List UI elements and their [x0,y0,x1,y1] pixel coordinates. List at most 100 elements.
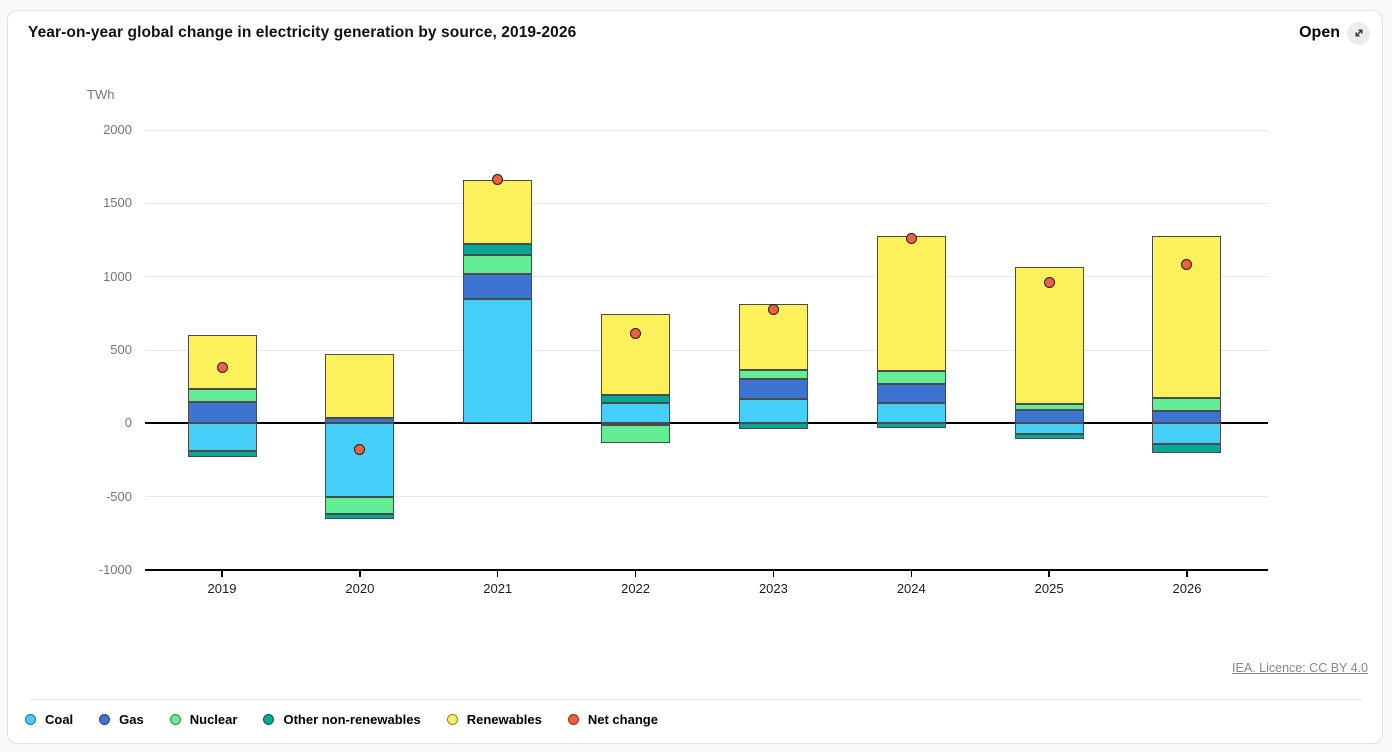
bar-segment-2022-nuclear[interactable] [601,424,671,444]
legend-label-coal: Coal [45,712,74,727]
y-tick-label-2000: 2000 [103,122,132,137]
legend-item-coal[interactable]: Coal [25,712,73,727]
legend-item-gas[interactable]: Gas [99,712,144,727]
net-change-dot-2026[interactable] [1181,258,1193,270]
x-tick-label-2019: 2019 [207,581,237,596]
gridline--500 [145,496,1268,498]
x-tick-mark-2026 [1186,570,1188,577]
y-axis-unit-label: TWh [87,87,115,102]
gridline-1500 [145,202,1268,204]
x-tick-label-2025: 2025 [1034,581,1064,596]
legend-item-net-change[interactable]: Net change [567,712,658,727]
bar-segment-2023-nuclear[interactable] [738,369,808,379]
legend-separator [30,699,1362,700]
bar-segment-2021-other-non-renewables[interactable] [463,244,533,256]
y-tick-label-1500: 1500 [103,195,132,211]
bar-segment-2021-nuclear[interactable] [463,255,533,275]
x-tick-mark-2020 [359,570,361,577]
zero-line [145,422,1268,425]
legend-label-other-non-renewables: Other non-renewables [283,712,421,727]
legend-item-other-non-renewables[interactable]: Other non-renewables [263,712,421,727]
gridline-1000 [145,276,1268,278]
bar-segment-2022-other-non-renewables[interactable] [601,395,671,403]
bar-segment-2026-coal[interactable] [1152,423,1222,444]
legend-label-gas: Gas [119,712,144,727]
bar-segment-2025-other-non-renewables[interactable] [1014,433,1084,440]
bar-segment-2024-nuclear[interactable] [876,371,946,384]
legend-label-net-change: Net change [587,712,658,727]
y-tick-label-1000: 1000 [103,268,132,284]
x-tick-mark-2023 [772,570,775,577]
bar-segment-2019-coal[interactable] [187,423,257,452]
legend-swatch-gas [99,714,111,725]
bar-segment-2020-coal[interactable] [325,423,395,497]
bar-segment-2026-nuclear[interactable] [1152,398,1222,411]
bar-segment-2024-gas[interactable] [876,383,946,403]
legend-swatch-renewables [446,714,458,725]
legend-item-renewables[interactable]: Renewables [446,712,542,727]
open-button[interactable]: Open [1299,20,1370,46]
bar-segment-2019-gas[interactable] [187,402,257,424]
net-change-dot-2019[interactable] [216,362,228,374]
bar-segment-2023-coal[interactable] [738,399,808,424]
bar-segment-2020-renewables[interactable] [325,354,395,419]
legend-swatch-nuclear [169,714,181,725]
y-tick-label-500: 500 [110,342,132,357]
bar-segment-2024-coal[interactable] [876,402,946,424]
net-change-dot-2022[interactable] [630,328,642,340]
bar-segment-2025-coal[interactable] [1014,423,1084,434]
bar-segment-2022-renewables[interactable] [601,314,671,396]
bar-segment-2023-gas[interactable] [738,378,808,400]
gridline-500 [145,349,1268,351]
expand-icon [1347,21,1370,45]
net-change-dot-2023[interactable] [767,304,779,316]
licence-link[interactable]: IEA. Licence: CC BY 4.0 [1232,661,1368,675]
y-tick-label-0: 0 [124,415,132,431]
bar-segment-2019-renewables[interactable] [187,334,257,389]
bar-segment-2022-coal[interactable] [601,402,671,424]
chart-title: Year-on-year global change in electricit… [28,24,577,41]
bar-segment-2025-nuclear[interactable] [1014,404,1084,411]
x-tick-mark-2024 [910,570,913,577]
x-tick-label-2026: 2026 [1172,581,1202,596]
bar-segment-2024-other-non-renewables[interactable] [876,423,946,429]
x-tick-label-2022: 2022 [621,581,651,596]
bar-segment-2026-other-non-renewables[interactable] [1152,443,1222,454]
net-change-dot-2024[interactable] [905,233,917,245]
legend-label-renewables: Renewables [466,712,542,727]
bar-segment-2019-nuclear[interactable] [187,388,257,403]
x-tick-mark-2022 [634,570,637,577]
x-tick-mark-2025 [1048,570,1050,577]
gridline-2000 [145,129,1268,131]
bar-segment-2023-other-non-renewables[interactable] [738,423,808,430]
bar-segment-2025-renewables[interactable] [1014,267,1084,405]
bar-segment-2025-gas[interactable] [1014,410,1084,424]
bar-segment-2020-nuclear[interactable] [325,496,395,514]
legend-swatch-coal [25,714,36,725]
legend-item-nuclear[interactable]: Nuclear [169,712,238,727]
open-button-label: Open [1299,24,1340,41]
legend-swatch-net-change [567,714,579,725]
legend-label-nuclear: Nuclear [189,712,238,727]
x-axis-line [145,569,1268,571]
net-change-dot-2020[interactable] [354,443,366,455]
bar-segment-2021-gas[interactable] [463,274,533,300]
x-tick-label-2021: 2021 [483,581,513,596]
bar-segment-2021-renewables[interactable] [463,179,533,245]
x-tick-label-2023: 2023 [758,581,788,596]
net-change-dot-2021[interactable] [492,174,504,186]
y-tick-label--1000: -1000 [98,562,132,577]
legend-swatch-other-non-renewables [263,714,275,725]
bar-segment-2020-gas[interactable] [325,418,395,424]
x-tick-mark-2019 [221,570,223,577]
y-tick-label--500: -500 [105,488,132,504]
x-tick-mark-2021 [496,570,499,577]
x-tick-label-2024: 2024 [896,581,926,596]
bar-segment-2019-other-non-renewables[interactable] [187,451,257,458]
bar-segment-2021-coal[interactable] [463,299,533,424]
bar-segment-2020-other-non-renewables[interactable] [325,513,395,519]
net-change-dot-2025[interactable] [1043,277,1055,289]
bar-segment-2026-gas[interactable] [1152,410,1222,424]
legend: Coal Gas Nuclear Other non-renewables Renewa… [25,712,658,727]
bar-segment-2024-renewables[interactable] [876,236,946,372]
